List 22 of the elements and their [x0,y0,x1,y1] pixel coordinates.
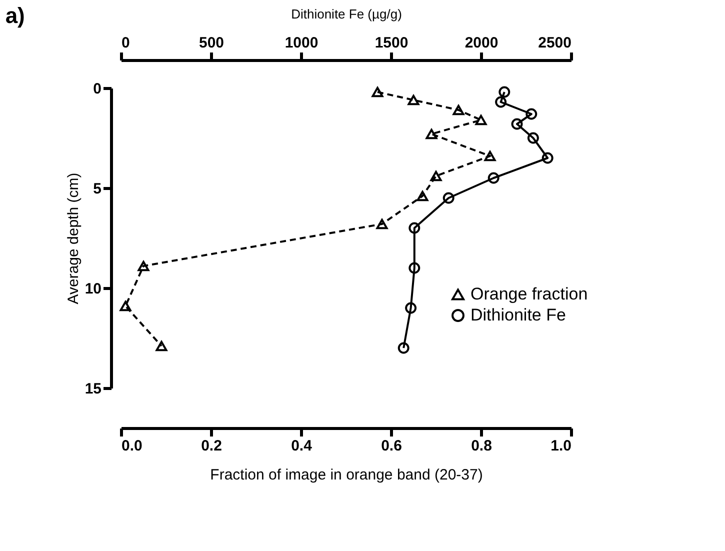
y-axis-title: Average depth (cm) [64,172,82,304]
x-tick-label: 0.2 [201,438,222,454]
legend-label: Orange fraction [470,284,588,304]
x2-tick-label: 1500 [374,34,408,52]
x2-tick-label: 2000 [464,34,498,52]
legend-label: Dithionite Fe [470,306,566,324]
x-tick-label: 0.6 [381,438,402,454]
x2-tick-label: 2500 [538,34,572,52]
x2-tick-label: 1000 [284,34,318,52]
chart-title: a) [5,3,25,28]
y-tick-label: 10 [84,280,102,298]
y-tick-label: 0 [93,80,102,98]
y-tick-label: 5 [93,180,102,198]
x-tick-label: 0.8 [471,438,492,454]
x-tick-label: 0.4 [291,438,313,454]
x-tick-label: 0.0 [122,438,142,454]
x2-tick-label: 0 [122,34,130,52]
x2-axis-title: Dithionite Fe (µg/g) [291,6,402,22]
x-tick-label: 1.0 [550,438,572,454]
x2-tick-label: 500 [198,34,224,52]
x-axis-title: Fraction of image in orange band (20-37) [210,466,483,484]
y-tick-label: 15 [84,380,102,398]
